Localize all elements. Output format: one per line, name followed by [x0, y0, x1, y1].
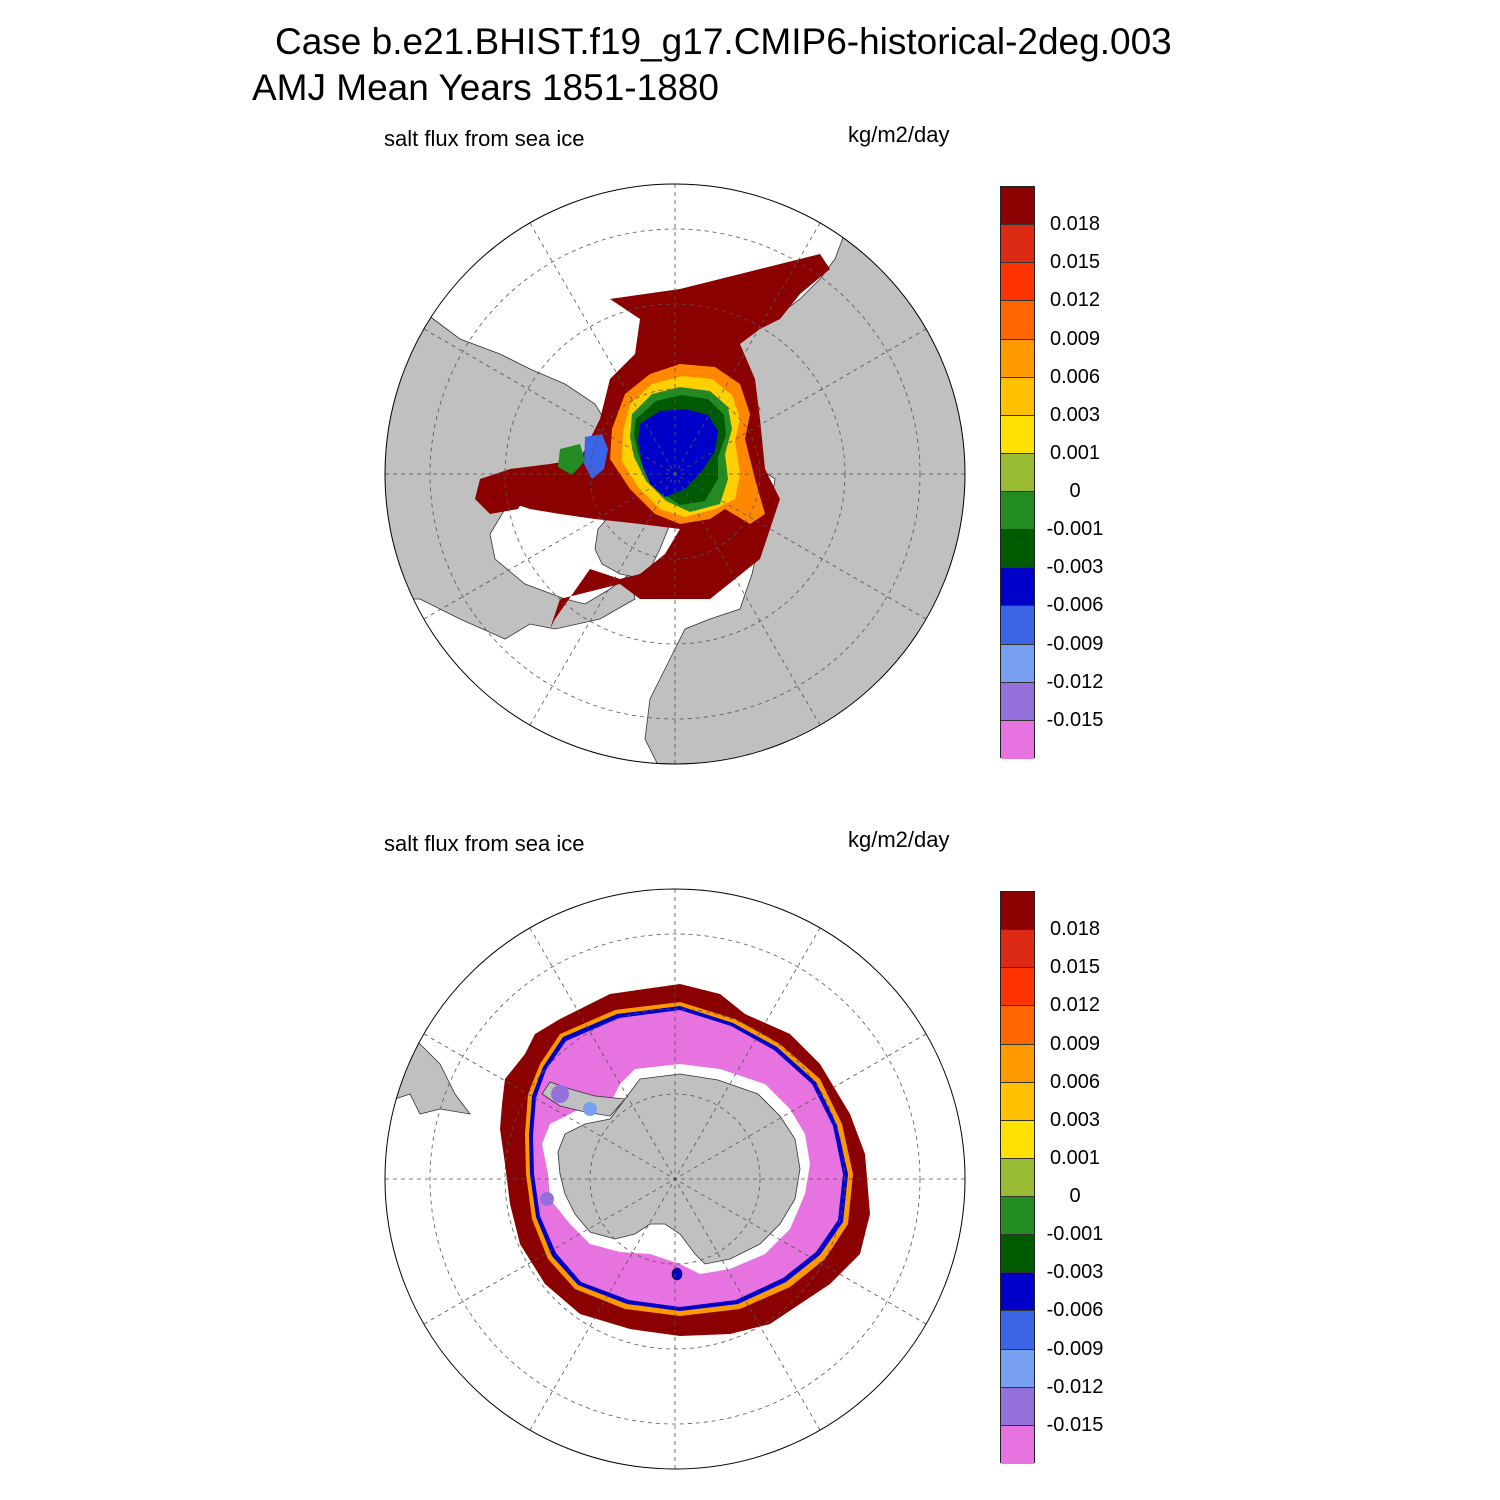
colorbar-tick-label: 0.012	[1049, 994, 1101, 1017]
colorbar-swatch	[1001, 187, 1034, 226]
colorbar-tick-label: -0.015	[1046, 708, 1104, 731]
colorbar-swatch	[1001, 568, 1034, 607]
colorbar-swatch	[1001, 606, 1034, 645]
figure-title-line-2: AMJ Mean Years 1851-1880	[252, 67, 719, 108]
colorbar-tick-label: 0.006	[1049, 1070, 1101, 1093]
colorbar-tick-label: -0.012	[1046, 1375, 1104, 1398]
colorbar-tick-label: 0.009	[1049, 327, 1101, 350]
colorbar-swatch	[1001, 377, 1034, 416]
colorbar-swatch	[1001, 892, 1034, 931]
south-colorbar-swatches	[1000, 891, 1035, 1464]
colorbar-swatch	[1001, 644, 1034, 683]
south-panel-variable-label: salt flux from sea ice	[384, 831, 585, 856]
colorbar-tick-label: -0.009	[1046, 632, 1104, 655]
colorbar-tick-label: 0.015	[1049, 251, 1101, 274]
figure-title-line-1: Case b.e21.BHIST.f19_g17.CMIP6-historica…	[275, 21, 1172, 62]
colorbar-swatch	[1001, 1120, 1034, 1159]
north-polar-map	[384, 183, 966, 765]
colorbar-tick-label: 0.018	[1049, 213, 1101, 236]
colorbar-swatch	[1001, 339, 1034, 378]
north-panel-variable-label: salt flux from sea ice	[384, 126, 585, 151]
colorbar-tick-label: 0.001	[1049, 1146, 1101, 1169]
colorbar-swatch	[1001, 225, 1034, 264]
north-map-border	[384, 183, 966, 765]
colorbar-tick-label: -0.009	[1046, 1337, 1104, 1360]
colorbar-tick-label: 0.015	[1049, 956, 1101, 979]
north-colorbar-swatches	[1000, 186, 1035, 759]
colorbar-tick-label: 0.003	[1049, 1108, 1101, 1131]
north-field-blue-core	[638, 409, 718, 497]
colorbar-tick-label: -0.003	[1046, 556, 1104, 579]
colorbar-swatch	[1001, 1006, 1034, 1045]
colorbar-swatch	[1001, 492, 1034, 531]
colorbar-swatch	[1001, 968, 1034, 1007]
colorbar-swatch	[1001, 930, 1034, 969]
south-colorbar: 0.018 0.015 0.012 0.009 0.006 0.003 0.001 0 -0.0…	[1000, 891, 1110, 1464]
colorbar-swatch	[1001, 1082, 1034, 1121]
colorbar-tick-label: 0.001	[1049, 441, 1101, 464]
colorbar-swatch	[1001, 1387, 1034, 1426]
colorbar-swatch	[1001, 530, 1034, 569]
north-panel-units-label: kg/m2/day	[848, 122, 950, 147]
south-graticule	[385, 889, 965, 1469]
colorbar-tick-label: -0.006	[1046, 1299, 1104, 1322]
colorbar-tick-label: -0.001	[1046, 1223, 1104, 1246]
colorbar-swatch	[1001, 1273, 1034, 1312]
colorbar-tick-label: -0.001	[1046, 518, 1104, 541]
south-land-antarctica	[557, 1073, 801, 1265]
colorbar-swatch	[1001, 263, 1034, 302]
colorbar-swatch	[1001, 1349, 1034, 1388]
colorbar-tick-label: 0.012	[1049, 289, 1101, 312]
north-graticule	[385, 184, 965, 764]
colorbar-swatch	[1001, 1158, 1034, 1197]
colorbar-swatch	[1001, 1425, 1034, 1464]
south-polar-map	[384, 888, 966, 1470]
colorbar-swatch	[1001, 682, 1034, 721]
colorbar-tick-label: 0	[1069, 1185, 1081, 1208]
colorbar-swatch	[1001, 720, 1034, 759]
colorbar-swatch	[1001, 1197, 1034, 1236]
north-field-hudson-bay	[475, 471, 530, 514]
colorbar-swatch	[1001, 453, 1034, 492]
colorbar-tick-label: 0.003	[1049, 403, 1101, 426]
south-panel-units-label: kg/m2/day	[848, 827, 950, 852]
colorbar-tick-label: -0.006	[1046, 594, 1104, 617]
colorbar-tick-label: -0.015	[1046, 1413, 1104, 1436]
colorbar-swatch	[1001, 1044, 1034, 1083]
north-colorbar: 0.018 0.015 0.012 0.009 0.006 0.003 0.001 0 -0.0…	[1000, 186, 1110, 759]
colorbar-swatch	[1001, 301, 1034, 340]
colorbar-tick-label: 0.009	[1049, 1032, 1101, 1055]
colorbar-tick-label: -0.003	[1046, 1261, 1104, 1284]
colorbar-swatch	[1001, 1311, 1034, 1350]
colorbar-swatch	[1001, 1235, 1034, 1274]
colorbar-swatch	[1001, 415, 1034, 454]
colorbar-tick-label: 0.006	[1049, 365, 1101, 388]
colorbar-tick-label: 0.018	[1049, 918, 1101, 941]
colorbar-tick-label: -0.012	[1046, 670, 1104, 693]
colorbar-tick-label: 0	[1069, 480, 1081, 503]
south-map-border	[384, 888, 966, 1470]
